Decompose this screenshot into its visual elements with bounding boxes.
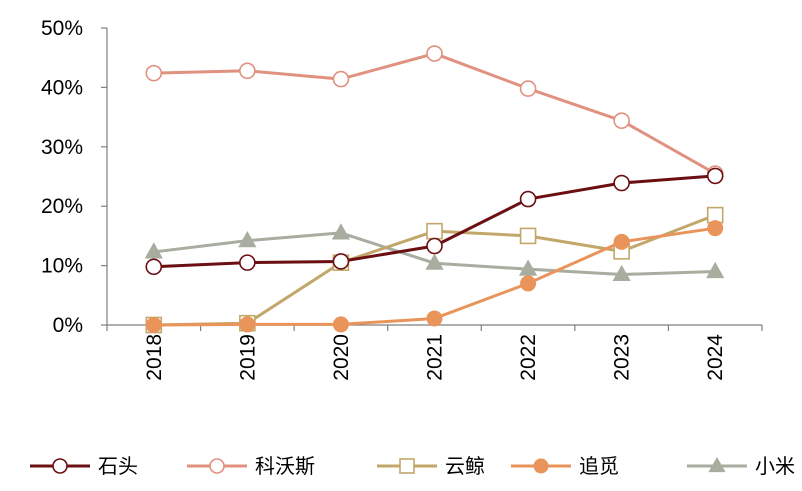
data-point: [613, 233, 630, 250]
series-2: [145, 45, 724, 182]
axes: 0% 10% 20% 30% 40% 50% 2018 2019 2020 2021 2022 202…: [41, 17, 763, 381]
series-4: [145, 220, 724, 333]
legend-item: 云鲸: [377, 454, 485, 478]
data-point: [519, 227, 537, 245]
data-point: [145, 317, 162, 333]
legend-swatch-marker: [209, 458, 225, 474]
data-point: [520, 275, 537, 292]
legend-label: 石头: [98, 454, 138, 478]
x-tick-label: 2024: [704, 334, 727, 381]
data-point: [519, 190, 537, 208]
legend-swatch-marker: [708, 456, 726, 473]
legend-item: 石头: [30, 454, 138, 478]
legend-swatch-marker: [399, 458, 415, 474]
series-line: [153, 52, 716, 175]
data-point: [426, 237, 443, 255]
data-point: [613, 112, 630, 129]
legend-swatch-marker: [52, 458, 68, 474]
y-tick-label: 0%: [53, 314, 83, 337]
legend-label: 云鲸: [445, 454, 485, 478]
y-tick-label: 20%: [41, 195, 83, 218]
x-tick-label: 2023: [611, 334, 634, 381]
data-point: [426, 310, 443, 327]
data-point: [706, 167, 724, 185]
data-point: [331, 223, 351, 240]
x-tick-label: 2018: [143, 334, 166, 381]
data-point: [145, 258, 163, 276]
legend-label: 小米: [755, 454, 795, 478]
legend-label: 追觅: [579, 454, 619, 478]
data-point: [239, 254, 256, 271]
data-point: [332, 316, 349, 333]
y-tick-label: 50%: [41, 17, 83, 40]
series-1: [145, 167, 724, 276]
data-point: [706, 261, 725, 279]
y-tick-label: 10%: [41, 255, 83, 278]
data-point: [239, 316, 256, 333]
x-tick-label: 2021: [424, 334, 447, 381]
legend-item: 追觅: [511, 454, 619, 478]
x-tick-label: 2020: [330, 334, 353, 381]
legend-label: 科沃斯: [255, 454, 315, 478]
x-tick-label: 2022: [517, 334, 540, 381]
legend-swatch-marker: [533, 458, 549, 474]
series-5: [144, 223, 725, 282]
data-point: [239, 62, 256, 80]
data-point: [332, 70, 350, 88]
data-point: [426, 45, 443, 62]
legend-item: 小米: [687, 454, 795, 478]
legend-item: 科沃斯: [187, 454, 315, 478]
data-point: [425, 253, 444, 270]
data-point: [612, 264, 631, 282]
series-layer: [144, 45, 725, 334]
data-point: [707, 220, 724, 237]
data-point: [144, 242, 163, 259]
data-point: [613, 174, 630, 192]
y-tick-label: 30%: [41, 136, 83, 159]
data-point: [332, 253, 350, 270]
data-point: [426, 222, 443, 240]
legend: 石头 科沃斯 云鲸 追觅 小米: [30, 454, 795, 478]
data-point: [238, 231, 257, 248]
data-point: [145, 64, 163, 82]
data-point: [518, 259, 538, 276]
data-point: [519, 80, 537, 97]
y-tick-label: 40%: [41, 76, 83, 99]
x-tick-label: 2019: [236, 334, 259, 381]
